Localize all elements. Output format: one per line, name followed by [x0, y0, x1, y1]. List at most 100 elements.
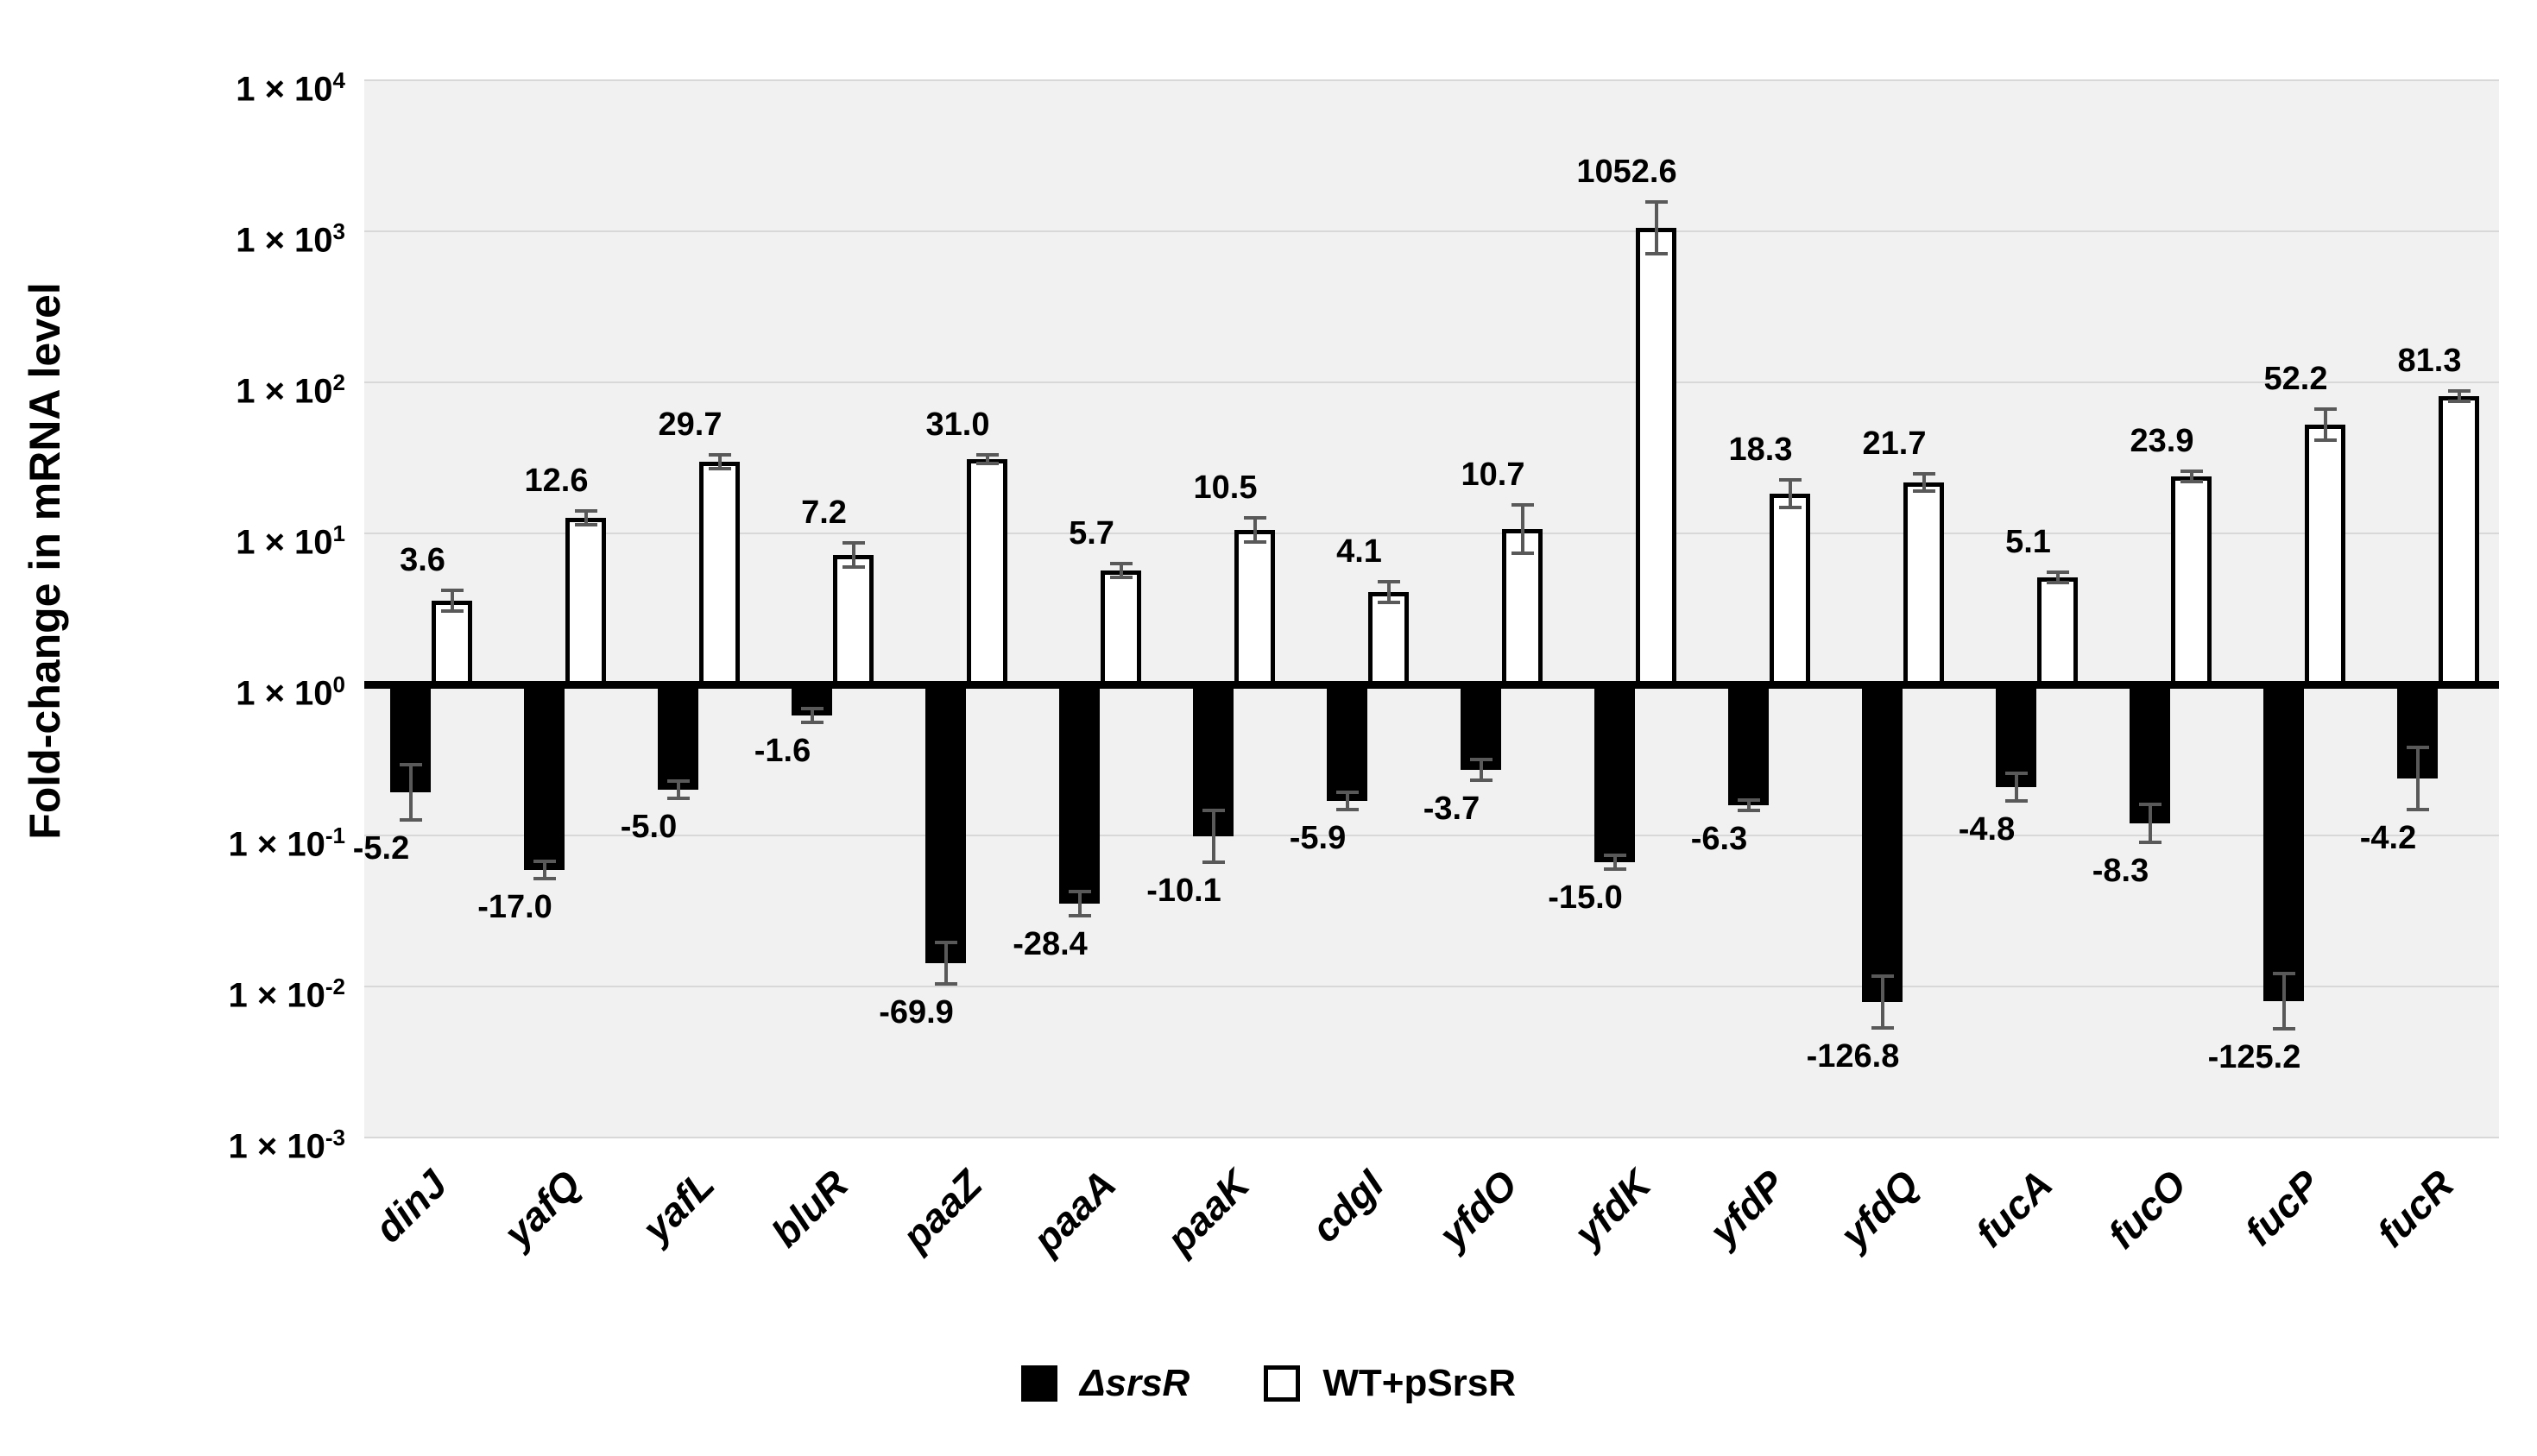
error-bar	[810, 708, 814, 722]
error-bar	[2281, 974, 2286, 1030]
bar-srsR-deletion-fucP	[2263, 684, 2304, 1002]
bar-wt-psrsr-fucO	[2171, 476, 2212, 688]
legend-label-srsR-deletion: ΔsrsR	[1079, 1362, 1190, 1404]
x-tick-label-yafL: yafL	[633, 1161, 723, 1251]
error-bar-cap	[1068, 890, 1091, 894]
error-bar	[943, 942, 948, 984]
legend-swatch-srsR-deletion	[1020, 1365, 1057, 1402]
error-bar	[1746, 799, 1751, 810]
error-bar-cap	[399, 818, 422, 823]
bar-value-label: -4.8	[1958, 811, 2016, 848]
error-bar-cap	[975, 453, 999, 457]
error-bar-cap	[1469, 778, 1493, 783]
bar-srsR-deletion-yafQ	[524, 684, 565, 871]
legend-label-wt-psrsr: WT+pSrsR	[1322, 1362, 1517, 1404]
bar-value-label: -15.0	[1548, 879, 1623, 916]
gridline	[364, 533, 2499, 534]
error-bar	[676, 781, 680, 799]
bar-value-label: -3.7	[1423, 791, 1480, 828]
error-bar	[1520, 504, 1524, 553]
error-bar-cap	[2313, 438, 2337, 443]
error-bar	[542, 861, 546, 879]
error-bar	[2189, 470, 2193, 482]
error-bar-cap	[800, 706, 824, 710]
gridline	[364, 79, 2499, 81]
error-bar	[1612, 854, 1617, 869]
error-bar-cap	[2138, 840, 2161, 844]
bar-srsR-deletion-yfdQ	[1862, 684, 1903, 1003]
x-tick-label-fucP: fucP	[2236, 1161, 2329, 1254]
error-bar-cap	[2004, 799, 2028, 804]
bar-value-label: 10.5	[1193, 470, 1258, 507]
error-bar-cap	[2180, 479, 2203, 483]
error-bar-cap	[2046, 570, 2069, 575]
bar-value-label: -69.9	[879, 993, 954, 1031]
error-bar-cap	[2313, 407, 2337, 412]
error-bar	[2148, 804, 2152, 842]
y-tick-label: 1 × 10-3	[228, 1125, 345, 1166]
error-bar	[1922, 474, 1926, 492]
bar-value-label: 5.1	[2005, 524, 2051, 561]
bar-wt-psrsr-paaZ	[967, 459, 1007, 688]
error-bar	[1654, 202, 1658, 255]
x-tick-label-dinJ: dinJ	[365, 1161, 456, 1251]
bar-value-label: -5.2	[352, 830, 410, 867]
error-bar-cap	[2406, 746, 2429, 750]
error-bar-cap	[1109, 561, 1133, 565]
y-tick-label: 1 × 102	[236, 369, 345, 411]
error-bar	[2055, 572, 2060, 583]
gridline	[364, 986, 2499, 987]
error-bar	[2457, 390, 2461, 401]
x-tick-label-cdgI: cdgI	[1302, 1161, 1392, 1251]
error-bar-cap	[1737, 797, 1760, 802]
error-bar-cap	[2138, 802, 2161, 806]
x-tick-label-paaA: paaA	[1024, 1161, 1125, 1263]
error-bar-cap	[1202, 808, 1225, 812]
error-bar-cap	[1603, 853, 1626, 857]
error-bar	[851, 542, 855, 567]
bar-value-label: 4.1	[1336, 533, 1382, 570]
error-bar-cap	[1871, 974, 1894, 979]
error-bar-cap	[2447, 388, 2471, 393]
bar-srsR-deletion-cdgI	[1327, 684, 1367, 801]
legend: ΔsrsR WT+pSrsR	[0, 1362, 2537, 1405]
bar-value-label: 5.7	[1069, 514, 1114, 552]
error-bar-cap	[1603, 867, 1626, 871]
error-bar-cap	[1871, 1026, 1894, 1031]
bar-value-label: 7.2	[801, 494, 847, 531]
bar-value-label: -5.0	[620, 809, 678, 846]
y-tick-label: 1 × 10-2	[228, 974, 345, 1015]
bar-srsR-deletion-yafL	[658, 684, 698, 791]
error-bar-cap	[842, 540, 865, 545]
error-bar	[1788, 480, 1792, 508]
error-bar	[1345, 791, 1349, 810]
error-bar-cap	[2046, 581, 2069, 585]
error-bar-cap	[440, 608, 464, 613]
bar-wt-psrsr-fucP	[2305, 425, 2345, 688]
x-tick-label-yfdO: yfdO	[1429, 1161, 1526, 1257]
y-tick-label: 1 × 104	[236, 67, 345, 109]
error-bar-cap	[1737, 808, 1760, 812]
y-tick-label: 1 × 103	[236, 218, 345, 260]
bar-value-label: 52.2	[2263, 361, 2328, 398]
error-bar-cap	[1335, 790, 1359, 794]
bar-value-label: 31.0	[925, 407, 990, 443]
bar-value-label: 12.6	[524, 463, 589, 500]
bar-wt-psrsr-cdgI	[1368, 591, 1409, 688]
bar-wt-psrsr-yfdK	[1636, 228, 1676, 688]
bar-wt-psrsr-yafQ	[565, 518, 606, 688]
error-bar-cap	[2180, 469, 2203, 473]
error-bar-cap	[1202, 860, 1225, 864]
error-bar-cap	[842, 564, 865, 569]
x-tick-label-yfdP: yfdP	[1701, 1161, 1794, 1254]
error-bar-cap	[2004, 772, 2028, 776]
error-bar	[2014, 773, 2018, 802]
y-tick-label: 1 × 101	[236, 520, 345, 562]
bar-wt-psrsr-paaK	[1234, 530, 1275, 688]
error-bar	[1880, 976, 1884, 1029]
x-tick-label-fucR: fucR	[2368, 1161, 2463, 1256]
bar-wt-psrsr-dinJ	[432, 600, 472, 688]
bar-value-label: 81.3	[2397, 342, 2462, 379]
bar-value-label: -28.4	[1013, 926, 1088, 963]
error-bar	[1479, 760, 1483, 781]
